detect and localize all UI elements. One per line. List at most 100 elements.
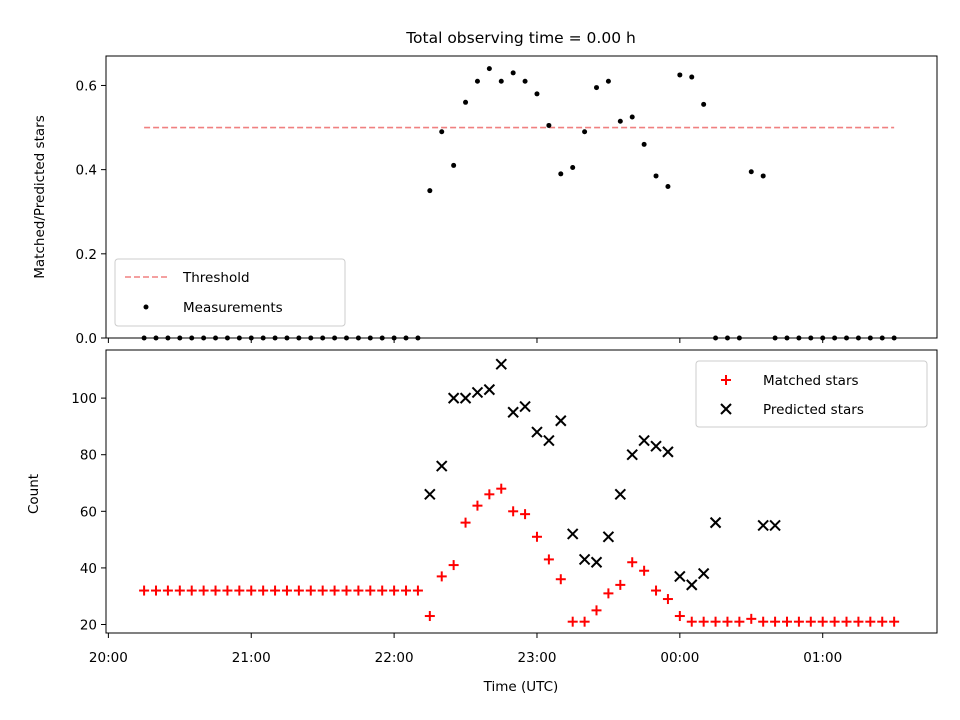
matched-star-point [377, 585, 388, 596]
bottom-y-tick-label: 20 [80, 618, 97, 634]
predicted-star-point [709, 516, 722, 529]
matched-star-point [674, 611, 685, 622]
matched-star-point [591, 605, 602, 616]
predicted-star-point [662, 446, 674, 458]
matched-star-point [508, 506, 519, 517]
bottom-x-tick-label: 20:00 [89, 650, 128, 666]
matched-star-point [484, 489, 495, 500]
bottom-y-axis-label: Count [26, 474, 42, 514]
predicted-star-point [531, 426, 543, 438]
matched-star-point [210, 585, 221, 596]
bottom-y-tick-label: 80 [80, 448, 97, 464]
matched-star-point [793, 616, 804, 627]
bottom-y-tick-label: 100 [71, 391, 97, 407]
predicted-star-point [424, 488, 436, 501]
matched-star-point [627, 557, 638, 568]
matched-star-point [198, 585, 209, 596]
top-plot-frame [105, 55, 938, 339]
predicted-star-point [436, 460, 448, 472]
measurement-point [498, 78, 504, 84]
matched-star-point [329, 585, 340, 596]
legend-measurements-label: Measurements [183, 300, 283, 316]
predicted-star-point [543, 434, 555, 447]
matched-star-point [805, 616, 816, 627]
matched-star-point [865, 616, 876, 627]
matched-star-point [758, 616, 769, 627]
bottom-y-tick-label: 40 [80, 561, 97, 577]
measurement-point [665, 183, 671, 189]
matched-star-point [722, 616, 733, 627]
measurement-point [582, 129, 588, 135]
measurement-point [534, 91, 540, 97]
matched-star-point [341, 585, 352, 596]
matched-star-point [222, 585, 233, 596]
matched-star-point [615, 579, 626, 590]
measurement-point [427, 188, 433, 194]
measurement-point [474, 78, 480, 84]
matched-star-point [817, 616, 828, 627]
measurement-point [546, 122, 552, 128]
predicted-star-point [495, 358, 507, 370]
matched-star-point [424, 611, 435, 622]
measurement-point [594, 85, 600, 91]
bottom-x-ticks: 20:00 21:00 22:00 23:00 00:00 01:00 [89, 633, 842, 666]
top-y-ticks: 0.0 0.2 0.4 0.6 [76, 78, 106, 347]
matched-star-point [651, 585, 662, 596]
measurement-point [748, 169, 754, 175]
matched-star-point [472, 500, 483, 511]
matched-star-point [734, 616, 745, 627]
legend-threshold-label: Threshold [182, 270, 250, 286]
matched-star-point [460, 517, 471, 528]
matched-star-point [281, 585, 292, 596]
matched-star-point [139, 585, 150, 596]
matched-star-point [353, 585, 364, 596]
predicted-star-point [519, 400, 531, 413]
matched-star-point [365, 585, 376, 596]
predicted-star-point [769, 519, 781, 532]
top-title: Total observing time = 0.00 h [405, 29, 636, 47]
matched-star-point [698, 616, 709, 627]
top-y-tick-label: 0.2 [76, 247, 97, 263]
bottom-legend: Matched stars Predicted stars [695, 360, 928, 428]
predicted-star-point [471, 386, 484, 399]
matched-star-point [877, 616, 888, 627]
predicted-star-point [459, 392, 472, 404]
matched-star-point [841, 616, 852, 627]
measurement-point [570, 165, 576, 171]
measurement-point [629, 114, 635, 120]
measurement-point [701, 101, 707, 107]
matched-star-point [174, 585, 185, 596]
matched-star-point [389, 585, 400, 596]
bottom-x-tick-label: 23:00 [518, 650, 557, 666]
predicted-star-point [602, 531, 615, 543]
top-legend-box [114, 258, 346, 327]
matched-star-point [496, 483, 507, 494]
bottom-legend-box [695, 360, 928, 428]
measurement-point [605, 78, 611, 84]
top-y-tick-label: 0.0 [76, 331, 97, 347]
measurement-point [522, 78, 528, 84]
predicted-star-point [507, 406, 519, 418]
matched-star-point [293, 585, 304, 596]
matched-star-point [567, 616, 578, 627]
bottom-y-ticks: 20 40 60 80 100 [71, 391, 106, 634]
matched-star-point [603, 588, 614, 599]
top-legend: Threshold Measurements [114, 258, 346, 327]
measurement-point [760, 173, 766, 179]
matched-star-point [889, 616, 900, 627]
bottom-x-axis-label: Time (UTC) [483, 679, 559, 695]
predicted-star-point [614, 488, 627, 501]
matched-star-point [662, 594, 673, 605]
matched-star-point [246, 585, 257, 596]
matched-star-point [234, 585, 245, 596]
measurement-point [486, 66, 492, 72]
bottom-x-tick-label: 01:00 [803, 650, 842, 666]
matched-star-point [686, 616, 697, 627]
matched-star-point [401, 585, 412, 596]
matched-star-point [305, 585, 316, 596]
matched-star-point [531, 531, 542, 542]
bottom-x-tick-label: 22:00 [375, 650, 414, 666]
matched-star-point [270, 585, 281, 596]
